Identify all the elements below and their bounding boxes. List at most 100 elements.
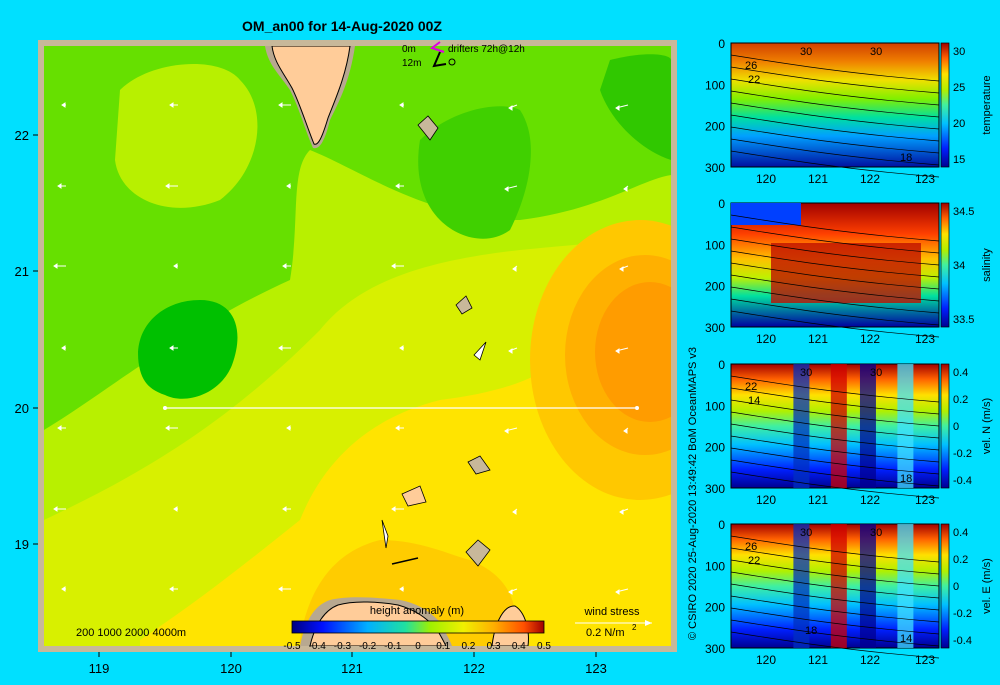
wind-arrow — [286, 183, 291, 189]
map-y-tick-label: 20 — [15, 401, 29, 416]
panel-y-tick-label: 0 — [718, 197, 725, 211]
colorbar-tick-label: 0 — [415, 641, 421, 652]
panel-y-tick-label: 300 — [705, 161, 725, 175]
wind-arrow — [399, 345, 404, 351]
contour-label: 18 — [900, 473, 912, 485]
map-x-tick-label: 122 — [463, 661, 485, 676]
panel-colorbar — [940, 523, 950, 649]
panel-y-tick-label: 300 — [705, 642, 725, 656]
sea-level-map — [44, 46, 671, 646]
panel-x-tick-label: 121 — [808, 493, 828, 507]
panel-colorbar — [940, 363, 950, 489]
bathymetry-legend: 200 1000 2000 4000m — [76, 627, 186, 639]
colorbar-tick-label: 0.2 — [953, 554, 968, 566]
section-panel-salinity: 0 100 200 300 120 121 122 123 34.5 34 33.5 salinity — [705, 197, 993, 346]
colorbar-tick-label: -0.1 — [384, 641, 402, 652]
wind-arrow — [57, 425, 66, 431]
wind-arrow — [395, 183, 404, 189]
panel-y-tick-label: 300 — [705, 482, 725, 496]
colorbar-tick-label: -0.2 — [953, 608, 972, 620]
wind-arrow — [615, 588, 629, 595]
panel-x-tick-label: 121 — [808, 653, 828, 667]
panel-y-tick-label: 0 — [718, 37, 725, 51]
drifter-legend: 0m 12m drifters 72h@12h — [402, 41, 525, 69]
colorbar-tick-label: 34 — [953, 260, 965, 272]
wind-stress-label: wind stress — [583, 606, 640, 618]
colorbar-tick-label: 0.4 — [512, 641, 526, 652]
contour-label: 22 — [748, 74, 760, 86]
wind-arrow — [286, 425, 291, 431]
map-y-tick-label: 22 — [15, 128, 29, 143]
drifter-arrow-icon — [429, 41, 445, 53]
panel-x-tick-label: 122 — [860, 172, 880, 186]
colorbar-tick-label: -0.3 — [334, 641, 352, 652]
contour-label: 26 — [745, 60, 757, 72]
map-x-tick-label: 120 — [220, 661, 242, 676]
wind-arrow — [391, 263, 404, 269]
wind-arrow — [615, 347, 629, 354]
colorbar-title: height anomaly (m) — [370, 605, 464, 617]
colorbar-tick-label: 0.2 — [953, 394, 968, 406]
wind-arrow — [278, 102, 291, 108]
colorbar-tick-label: -0.2 — [953, 448, 972, 460]
wind-arrow — [395, 425, 404, 431]
map-x-tick-label: 121 — [341, 661, 363, 676]
contour-label: 30 — [800, 527, 812, 539]
panel-y-tick-label: 0 — [718, 518, 725, 532]
map-x-tick-label: 119 — [89, 661, 110, 676]
wind-arrow — [615, 104, 629, 111]
panel-y-tick-label: 0 — [718, 358, 725, 372]
panel-y-tick-label: 200 — [705, 601, 725, 615]
wind-arrow — [619, 508, 629, 515]
colorbar-tick-label: 20 — [953, 118, 965, 130]
panel-x-tick-label: 121 — [808, 332, 828, 346]
panel-y-tick-label: 100 — [705, 399, 725, 413]
height-anomaly-colorbar: height anomaly (m) -0.5 -0.4 -0.3 -0.2 -0.1 0… — [283, 605, 551, 652]
contour-label: 30 — [800, 367, 812, 379]
wind-stress-scale: 0.2 N/m — [586, 627, 625, 639]
panel-colorbar-label: salinity — [981, 248, 993, 282]
wind-arrow — [282, 506, 291, 512]
colorbar-tick-label: 0.4 — [953, 527, 968, 539]
panel-x-tick-label: 120 — [756, 493, 776, 507]
wind-arrow — [391, 506, 404, 512]
panel-x-tick-label: 120 — [756, 653, 776, 667]
wind-arrow — [399, 586, 404, 592]
wind-arrow — [504, 427, 518, 434]
panel-y-tick-label: 100 — [705, 559, 725, 573]
legend-drifters-label: drifters 72h@12h — [448, 44, 525, 55]
contour-label: 14 — [900, 633, 912, 645]
wind-arrow — [173, 263, 178, 269]
colorbar-tick-label: 30 — [953, 46, 965, 58]
wind-arrow — [61, 102, 66, 108]
colorbar-tick-label: 0.5 — [537, 641, 551, 652]
panel-y-tick-label: 200 — [705, 441, 725, 455]
colorbar-tick-label: -0.5 — [283, 641, 301, 652]
colorbar-tick-label: -0.4 — [953, 475, 972, 487]
wind-arrow — [165, 183, 178, 189]
wind-arrow — [169, 586, 178, 592]
wind-arrow — [282, 263, 291, 269]
panel-x-tick-label: 122 — [860, 493, 880, 507]
contour-label: 30 — [870, 527, 882, 539]
wind-arrow — [169, 345, 178, 351]
wind-arrow — [504, 185, 518, 192]
wind-arrow — [53, 506, 66, 512]
colorbar-tick-label: 34.5 — [953, 206, 974, 218]
colorbar-tick-label: 0.2 — [461, 641, 475, 652]
contour-label: 18 — [900, 152, 912, 164]
legend-depth-0m: 0m — [402, 44, 416, 55]
panel-x-tick-label: 123 — [915, 493, 935, 507]
map-x-tick-label: 123 — [585, 661, 607, 676]
wind-arrow — [57, 183, 66, 189]
map-y-axis: 22 21 20 19 — [15, 128, 38, 552]
section-panel-vel-n: 0 100 200 300 120 121 122 123 30 30 22 14 18 0.4 0.2 0 -… — [705, 358, 993, 507]
wind-arrow — [165, 425, 178, 431]
wind-arrow — [61, 586, 66, 592]
wind-arrow — [508, 104, 518, 111]
colorbar-tick-label: 33.5 — [953, 314, 974, 326]
wind-arrow — [399, 102, 404, 108]
panel-y-tick-label: 200 — [705, 120, 725, 134]
wind-stress-arrows — [53, 102, 629, 595]
panel-x-tick-label: 123 — [915, 653, 935, 667]
